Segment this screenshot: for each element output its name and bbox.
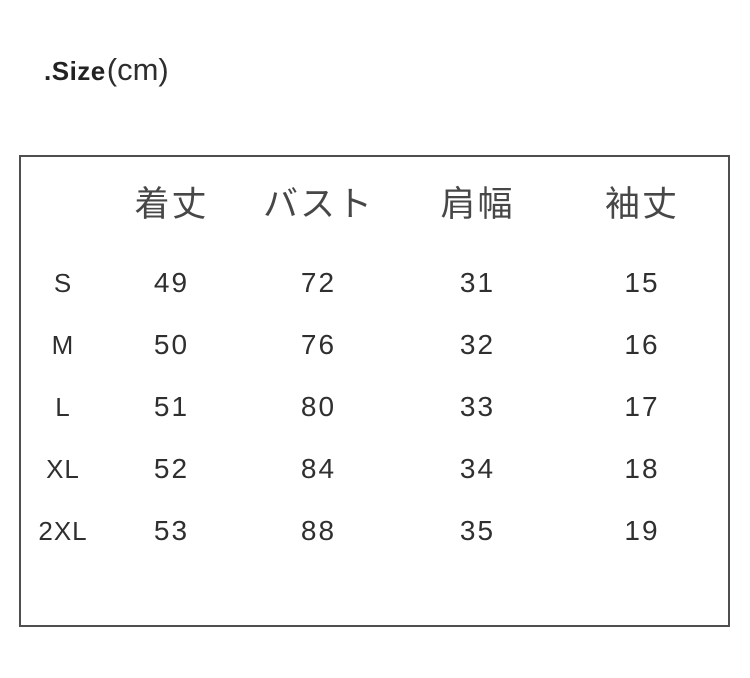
measurement-value: 34	[459, 453, 496, 484]
title-unit-label: (cm)	[106, 52, 169, 87]
column-header-bust: バスト	[262, 185, 374, 224]
measurement-value: 52	[153, 453, 190, 484]
table-row: 2XL 53 88 35 19	[21, 500, 728, 562]
measurement-value: 80	[300, 391, 337, 422]
measurement-value: 18	[624, 453, 660, 484]
row-size-label: S	[53, 268, 73, 298]
table-row: M 50 76 32 16	[21, 314, 728, 376]
measurement-value: 16	[624, 329, 660, 360]
table-row: S 49 72 31 15	[21, 252, 728, 314]
page-title: .Size (cm)	[44, 52, 169, 88]
size-table: 着丈 バスト 肩幅 袖丈 S 49 72 31 15 M 50 76 32 16 L 51 80 33 17…	[19, 155, 730, 627]
row-size-label: XL	[46, 454, 80, 484]
measurement-value: 32	[459, 329, 496, 360]
measurement-value: 88	[300, 515, 337, 546]
row-size-label: 2XL	[38, 516, 88, 546]
measurement-value: 35	[459, 515, 496, 546]
measurement-value: 53	[153, 515, 190, 546]
column-header-sleeve: 袖丈	[604, 185, 679, 224]
measurement-value: 84	[300, 453, 337, 484]
measurement-value: 76	[300, 329, 337, 360]
column-header-shoulder: 肩幅	[440, 185, 515, 224]
row-size-label: M	[51, 330, 75, 360]
column-header-length: 着丈	[134, 185, 209, 224]
measurement-value: 31	[459, 267, 496, 298]
table-row: L 51 80 33 17	[21, 376, 728, 438]
measurement-value: 51	[153, 391, 190, 422]
measurement-value: 15	[624, 267, 660, 298]
measurement-value: 17	[624, 391, 660, 422]
measurement-value: 72	[300, 267, 337, 298]
title-size-label: .Size	[44, 56, 106, 86]
table-row: XL 52 84 34 18	[21, 438, 728, 500]
measurement-value: 33	[459, 391, 496, 422]
row-size-label: L	[55, 392, 71, 422]
size-table-header-row: 着丈 バスト 肩幅 袖丈	[21, 157, 728, 252]
size-table-body: S 49 72 31 15 M 50 76 32 16 L 51 80 33 17 XL 52 84 34 18 2XL…	[21, 252, 728, 562]
measurement-value: 19	[624, 515, 660, 546]
measurement-value: 50	[153, 329, 190, 360]
measurement-value: 49	[153, 267, 190, 298]
